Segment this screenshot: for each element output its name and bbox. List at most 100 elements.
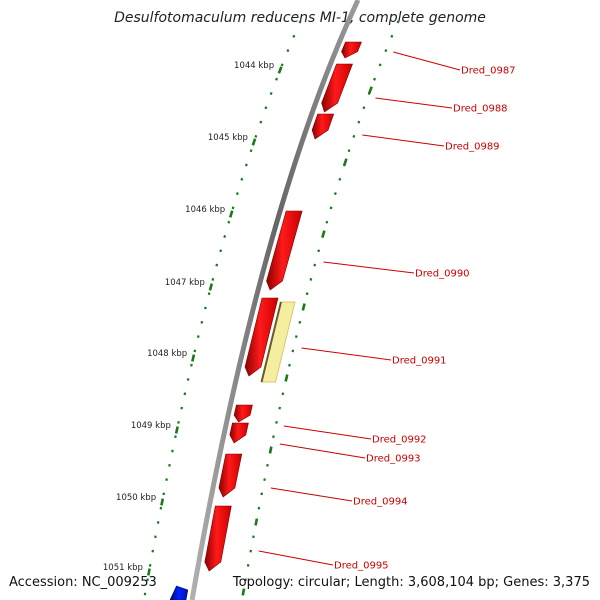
tick-dot <box>384 49 388 53</box>
tick-dot <box>227 220 231 224</box>
major-tick-left <box>208 283 214 291</box>
tick-dot <box>352 134 356 138</box>
tick-dot <box>286 49 290 53</box>
tick-dot <box>317 249 321 253</box>
gene-arrow-dred-0989[interactable] <box>311 113 335 140</box>
tick-dot <box>338 177 342 181</box>
tick-dot <box>200 320 204 324</box>
tick-dot <box>313 263 317 267</box>
tick-dot <box>288 363 291 367</box>
major-tick-left <box>191 354 196 362</box>
major-tick-left <box>160 498 165 506</box>
gene-arrow-dred-0995[interactable] <box>204 505 232 572</box>
gene-arrow-dred-0991[interactable] <box>244 297 279 377</box>
highlight-edge <box>260 301 282 383</box>
topology-text: Topology: circular; Length: 3,608,104 bp… <box>232 575 590 590</box>
highlight-layer <box>260 301 296 383</box>
gene-arrow-reverse-partial[interactable] <box>169 585 189 600</box>
tick-dot <box>180 406 184 410</box>
tick-dot <box>254 134 258 138</box>
major-tick-left <box>277 66 283 74</box>
scale-tick-label: 1044 kbp <box>234 61 274 71</box>
major-tick-right <box>343 158 348 166</box>
major-tick-right <box>268 446 273 454</box>
tick-dot <box>272 435 275 439</box>
major-tick-right <box>284 374 289 382</box>
gene-label[interactable]: Dred_0992 <box>372 435 427 446</box>
scale-ticks: 1044 kbp 1045 kbp 1046 kbp 1047 kbp 1048 kbp… <box>103 61 373 596</box>
tick-dot <box>204 306 207 310</box>
genome-backbone <box>189 0 361 600</box>
gene-arrow-dred-0992[interactable] <box>233 404 253 423</box>
tick-dot <box>298 20 302 24</box>
major-tick-left <box>174 426 179 434</box>
genome-title: Desulfotomaculum reducens MI-1, complete… <box>114 10 486 26</box>
tick-dot <box>278 406 282 410</box>
tick-dot <box>196 335 200 339</box>
gene-labels: Dred_0987 Dred_0988 Dred_0989 Dred_0990 Dred… <box>334 66 516 572</box>
tick-dot <box>219 249 223 253</box>
tick-dot <box>240 177 244 181</box>
gene-label[interactable]: Dred_0991 <box>392 356 447 367</box>
gene-label[interactable]: Dred_0990 <box>415 269 470 280</box>
major-tick-right <box>241 588 246 596</box>
gene-leader-line <box>375 97 453 109</box>
tick-dot <box>292 34 296 38</box>
tick-dot <box>193 349 197 353</box>
tick-dot <box>186 378 190 381</box>
major-tick-right <box>301 303 306 311</box>
tick-dot <box>231 206 235 210</box>
tick-dot <box>280 63 284 67</box>
gene-arrow-dred-0994[interactable] <box>218 453 243 498</box>
tick-dot <box>325 220 329 224</box>
major-tick-left <box>147 568 151 576</box>
gene-label[interactable]: Dred_0988 <box>453 104 508 115</box>
gene-label[interactable]: Dred_0995 <box>334 561 389 572</box>
gene-leader-line <box>323 261 415 274</box>
gene-leader-line <box>258 550 334 566</box>
tick-dot <box>249 149 253 153</box>
scale-tick-label: 1050 kbp <box>116 493 156 503</box>
scale-tick-label: 1047 kbp <box>165 278 205 288</box>
gene-arrow-dred-0993[interactable] <box>229 422 249 444</box>
tick-dot <box>362 106 366 110</box>
tick-dot <box>244 163 248 167</box>
tick-dot <box>291 349 295 353</box>
tick-dot <box>329 206 333 210</box>
gene-label[interactable]: Dred_0989 <box>445 142 500 153</box>
tick-dot <box>259 120 263 124</box>
tick-dot <box>215 263 219 267</box>
tick-dot <box>269 91 273 96</box>
gene-arrow-dred-0990[interactable] <box>266 210 303 291</box>
gene-arrow-dred-0987[interactable] <box>341 41 362 59</box>
tick-dot <box>235 192 239 196</box>
gene-label[interactable]: Dred_0987 <box>461 66 516 77</box>
gene-leader-line <box>362 134 445 147</box>
accession-text: Accession: NC_009253 <box>9 575 157 590</box>
major-tick-left <box>251 138 257 146</box>
tick-dot <box>378 63 382 67</box>
gene-label[interactable]: Dred_0993 <box>366 454 421 465</box>
tick-dot <box>190 363 193 367</box>
gene-label[interactable]: Dred_0994 <box>353 497 408 508</box>
tick-dot <box>294 335 298 339</box>
gene-arrows <box>169 41 362 600</box>
tick-dot <box>183 392 187 396</box>
scale-tick-label: 1046 kbp <box>185 205 225 215</box>
tick-dot <box>373 77 377 81</box>
gene-leader-line <box>283 425 372 440</box>
gene-leader-line <box>279 443 366 459</box>
tick-dot <box>281 392 285 396</box>
tick-dot <box>390 34 394 38</box>
major-tick-left <box>228 210 234 218</box>
tick-dot <box>264 106 268 110</box>
scale-tick-label: 1051 kbp <box>103 563 143 573</box>
major-tick-right <box>368 86 373 94</box>
gene-leader-line <box>301 347 392 361</box>
scale-tick-label: 1048 kbp <box>147 349 187 359</box>
gene-arrow-dred-0988[interactable] <box>321 63 353 113</box>
tick-dot <box>347 149 351 153</box>
gene-leader-line <box>270 487 353 502</box>
